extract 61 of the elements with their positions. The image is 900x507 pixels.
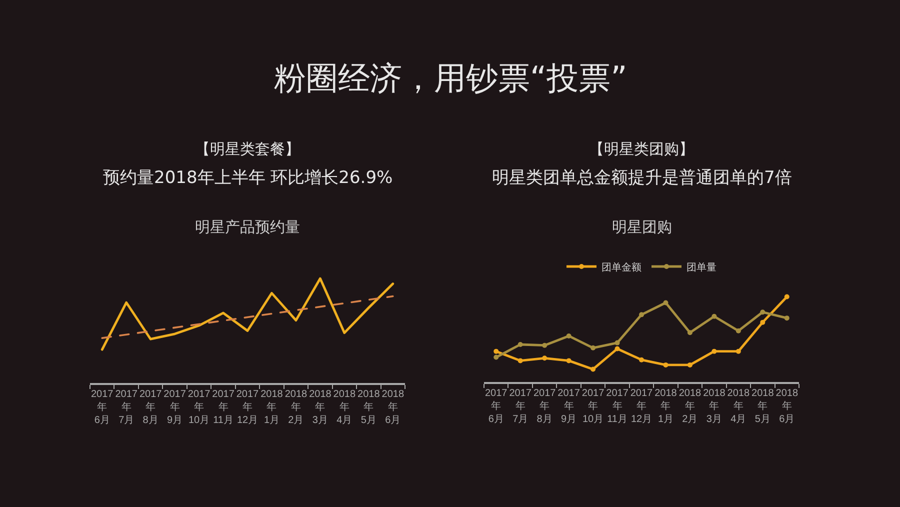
point (566, 358, 572, 364)
point (494, 348, 499, 354)
x-tick-label: 2018年3月 (309, 388, 332, 426)
point (614, 346, 620, 352)
x-tick-label: 2017年12月 (236, 388, 260, 426)
point (494, 354, 499, 360)
x-tick-label: 2017年9月 (558, 388, 580, 425)
x-tick-label: 2017年10月 (188, 388, 211, 426)
x-tick-label: 2017年7月 (509, 388, 532, 425)
x-tick-label: 2018年4月 (333, 388, 356, 426)
x-tick-label: 2017年6月 (484, 388, 508, 425)
x-tick-label: 2018年1月 (654, 388, 678, 425)
point (663, 300, 668, 306)
x-tick-label: 2017年9月 (164, 388, 186, 426)
x-tick-label: 2017年10月 (582, 388, 605, 425)
x-tick-label: 2017年6月 (90, 388, 114, 426)
x-tick-label: 2017年7月 (115, 388, 138, 426)
legend-label: 团单金额 (602, 261, 642, 274)
x-tick-label: 2017年11月 (212, 388, 235, 426)
x-tick-label: 2018年1月 (260, 388, 284, 426)
x-tick-label: 2018年3月 (703, 388, 726, 425)
chart-title: 明星产品预约量 (195, 218, 300, 236)
point (736, 348, 741, 354)
point (712, 348, 717, 354)
point (712, 314, 717, 319)
point (784, 316, 790, 321)
point (590, 366, 596, 372)
x-tick-label: 2017年8月 (533, 388, 556, 425)
text: 明星类团单总金额提升是普通团单的7倍 (492, 168, 792, 188)
x-tick-label: 2018年6月 (382, 388, 404, 426)
x-tick-label: 2017年8月 (139, 388, 162, 426)
x-tick-label: 2018年5月 (358, 388, 380, 426)
point (542, 342, 548, 348)
point (736, 328, 741, 334)
text: 【明星类套餐】 (195, 140, 300, 158)
chart-title: 明星团购 (612, 218, 672, 236)
point (687, 362, 692, 368)
x-tick-label: 2018年4月 (727, 388, 750, 425)
x-tick-label: 2018年2月 (678, 388, 702, 425)
point (590, 345, 596, 350)
point (663, 362, 668, 368)
x-tick-label: 2018年5月 (752, 388, 774, 425)
point (784, 294, 790, 300)
text: 【明星类团购】 (589, 140, 694, 158)
point (518, 342, 523, 347)
point (639, 312, 644, 318)
point (760, 310, 766, 315)
point (687, 330, 692, 336)
point (542, 356, 548, 361)
text: 粉圈经济，用钞票“投票” (274, 59, 628, 97)
x-tick-label: 2017年12月 (630, 388, 654, 425)
point (760, 320, 766, 325)
legend-label: 团单量 (686, 261, 716, 274)
point (518, 358, 523, 364)
x-tick-label: 2017年11月 (606, 388, 629, 425)
point (614, 340, 620, 346)
text: 预约量2018年上半年 环比增长26.9% (103, 168, 393, 188)
x-tick-label: 2018年6月 (776, 388, 798, 425)
point (639, 357, 644, 362)
x-tick-label: 2018年2月 (284, 388, 308, 426)
point (566, 333, 572, 338)
